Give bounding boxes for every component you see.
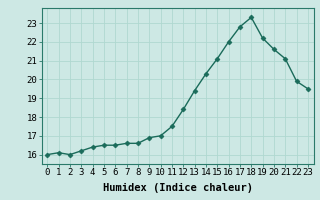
X-axis label: Humidex (Indice chaleur): Humidex (Indice chaleur) [103, 183, 252, 193]
